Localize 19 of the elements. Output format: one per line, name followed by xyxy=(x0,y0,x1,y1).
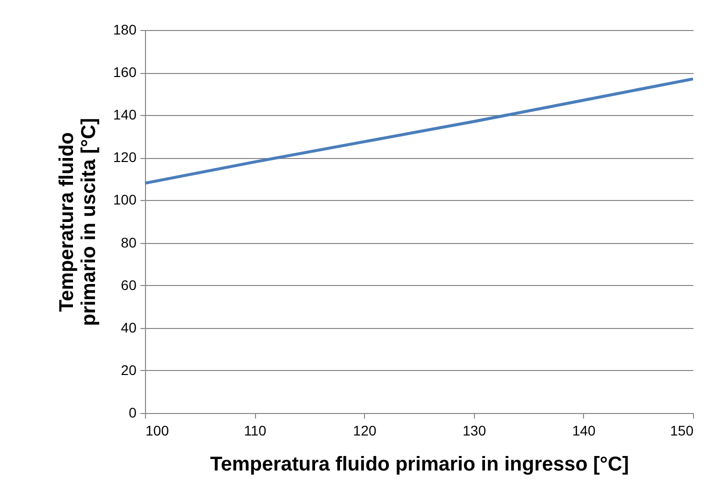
y-tick-label: 120 xyxy=(113,149,137,166)
y-tick-label: 180 xyxy=(113,22,137,38)
y-tick-label: 160 xyxy=(113,64,137,80)
x-tick-label: 140 xyxy=(572,422,596,438)
line-series xyxy=(144,77,694,185)
y-tick-label: 100 xyxy=(113,192,137,208)
x-tick-label: 110 xyxy=(244,422,266,438)
y-tick-label: 40 xyxy=(120,319,137,336)
x-tick-label: 120 xyxy=(353,422,377,438)
x-tick-label: 130 xyxy=(462,422,486,438)
y-tick-label: 140 xyxy=(113,106,137,123)
y-tick-label: 20 xyxy=(120,362,137,378)
y-tick-label: 60 xyxy=(120,276,137,293)
x-tick-label: 150 xyxy=(670,422,694,438)
x-tick-label: 100 xyxy=(146,422,170,438)
y-tick-label: 80 xyxy=(120,234,137,250)
y-axis-title: Temperatura fluido primario in uscita [°C] xyxy=(56,118,100,326)
x-axis-title: Temperatura fluido primario in ingresso [°C] xyxy=(210,454,629,476)
y-tick-label: 0 xyxy=(128,404,137,420)
